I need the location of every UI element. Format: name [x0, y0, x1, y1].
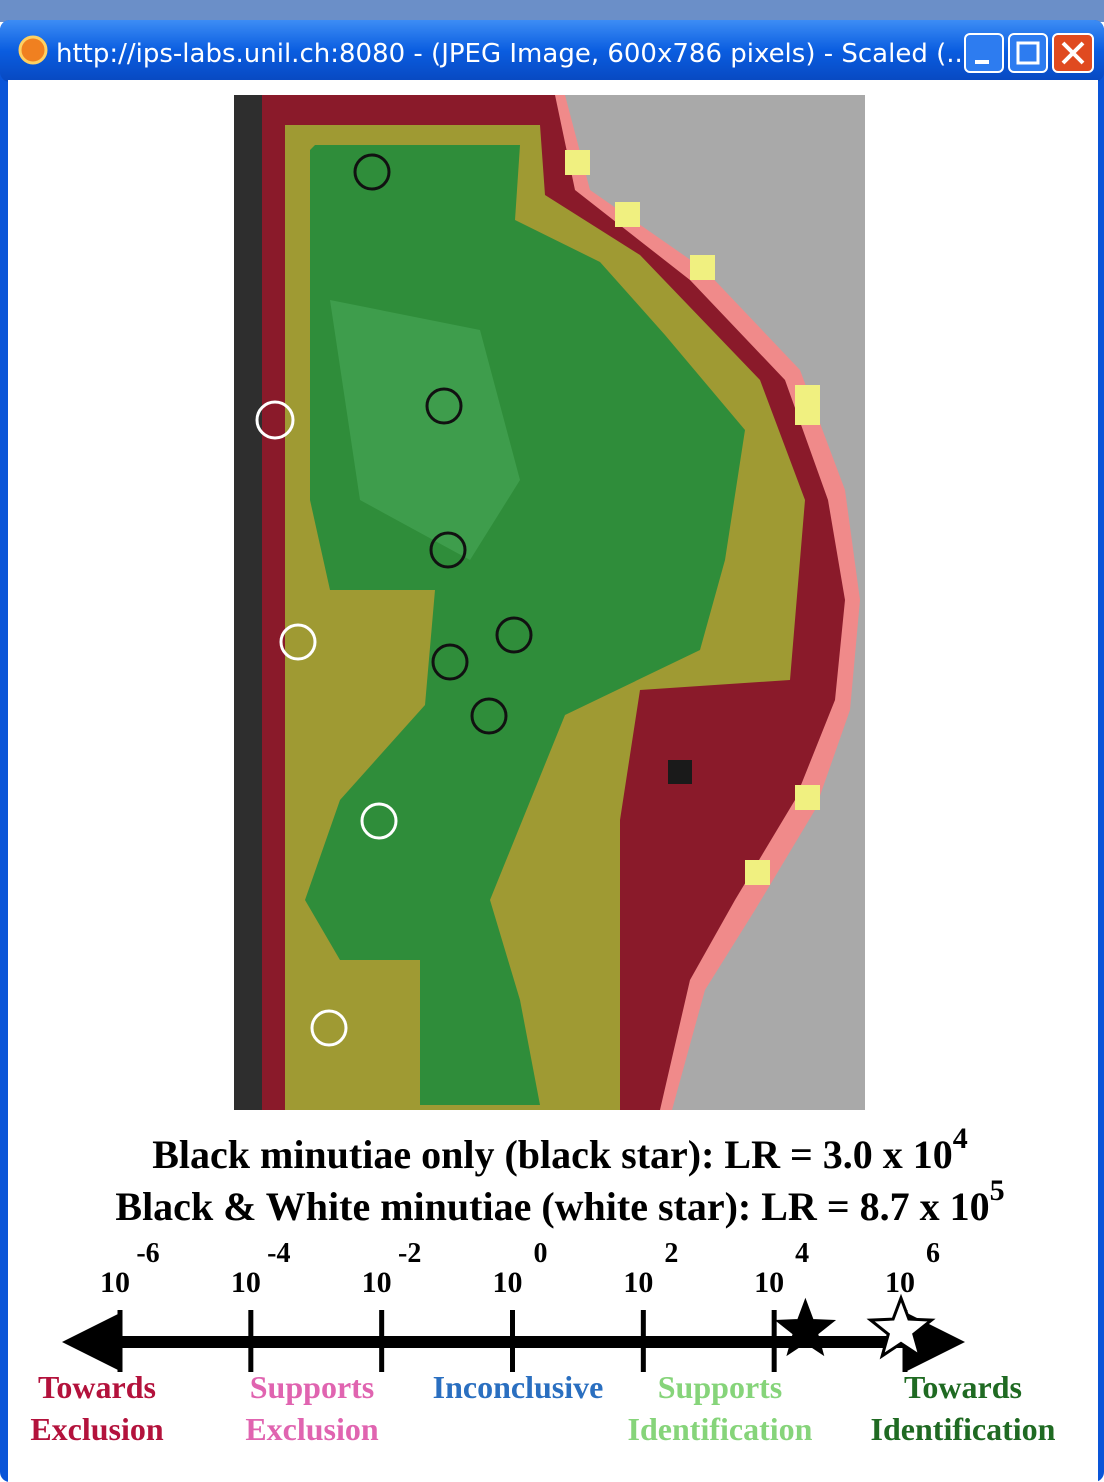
result-times: x [910, 1184, 950, 1229]
scale-label: Supports [658, 1369, 783, 1405]
scale-label: Towards [38, 1369, 156, 1405]
yellow-block [615, 202, 640, 227]
minimize-button[interactable] [965, 34, 1003, 72]
yellow-block [690, 255, 715, 280]
tick-base: 10 [231, 1266, 261, 1299]
minimize-box[interactable] [965, 34, 1003, 72]
tick-exponent: 6 [926, 1238, 940, 1269]
result-mantissa: 3.0 [823, 1132, 873, 1177]
result-text: Black minutiae only (black star): LR = [152, 1132, 823, 1177]
tick-exponent: -6 [136, 1238, 159, 1269]
screen: http://ips-labs.unil.ch:8080 - (JPEG Ima… [0, 0, 1104, 1482]
scale-label: Identification [871, 1411, 1056, 1447]
maximize-button[interactable] [1009, 34, 1047, 72]
tick-exponent: -2 [398, 1238, 421, 1269]
scale-label: Supports [250, 1369, 375, 1405]
tick-base: 10 [493, 1266, 523, 1299]
result-text: Black & White minutiae (white star): LR … [115, 1184, 859, 1229]
browser-icon [20, 37, 46, 63]
page: html, body { margin: 0; padding: 0; widt… [0, 0, 1104, 1482]
result-base: 10 [950, 1184, 990, 1229]
tick-base: 10 [754, 1266, 784, 1299]
tick-base: 10 [885, 1266, 915, 1299]
body: { "window": {"title": "http://ips-labs.u… [0, 0, 1104, 1482]
result-base: 10 [913, 1132, 953, 1177]
tick-exponent: 2 [664, 1238, 678, 1269]
maximize-box[interactable] [1009, 34, 1047, 72]
window-title: http://ips-labs.unil.ch:8080 - (JPEG Ima… [56, 39, 971, 69]
yellow-block [795, 785, 820, 810]
scale-label: Identification [628, 1411, 813, 1447]
tick-base: 10 [362, 1266, 392, 1299]
scale-label: Towards [904, 1369, 1022, 1405]
dark-strip [234, 95, 262, 1110]
tick-exponent: 4 [795, 1238, 809, 1269]
close-button[interactable] [1053, 34, 1093, 72]
yellow-block [745, 860, 770, 885]
desktop-strip [0, 0, 1104, 22]
tick-exponent: 0 [534, 1238, 548, 1269]
scale-label: Exclusion [245, 1411, 379, 1447]
yellow-block [565, 150, 590, 175]
result-mantissa: 8.7 [860, 1184, 910, 1229]
scale-label: Inconclusive [433, 1369, 604, 1405]
tick-exponent: -4 [267, 1238, 290, 1269]
yellow-block [795, 385, 820, 425]
result-times: x [873, 1132, 913, 1177]
tick-base: 10 [100, 1266, 130, 1299]
dark-block [668, 760, 692, 784]
result-exponent: 5 [990, 1174, 1005, 1207]
result-exponent: 4 [953, 1122, 968, 1155]
scale-label: Exclusion [30, 1411, 164, 1447]
tick-base: 10 [623, 1266, 653, 1299]
fingerprint-image [234, 95, 865, 1110]
minimize-glyph[interactable] [975, 60, 989, 64]
